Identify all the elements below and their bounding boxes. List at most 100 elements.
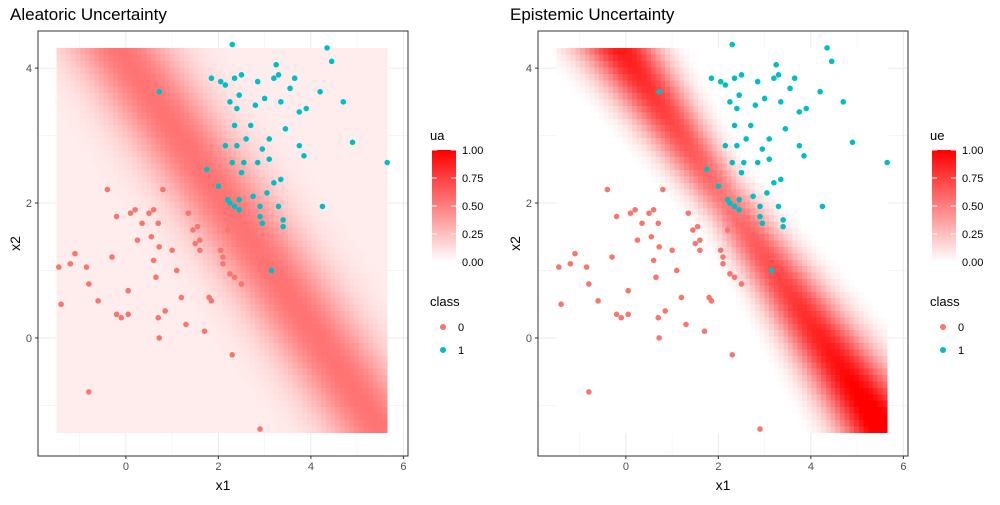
heatmap-tile xyxy=(364,323,369,330)
point-class-0 xyxy=(227,271,233,277)
heatmap-tile xyxy=(146,291,151,298)
heatmap-tile xyxy=(75,163,80,170)
heatmap-tile xyxy=(378,157,383,164)
heatmap-tile xyxy=(61,343,66,350)
heatmap-tile xyxy=(241,349,246,356)
heatmap-tile xyxy=(193,80,198,87)
heatmap-tile xyxy=(354,131,359,138)
heatmap-tile xyxy=(359,266,364,273)
heatmap-tile xyxy=(345,54,350,61)
heatmap-tile xyxy=(175,343,180,350)
point-class-1 xyxy=(253,102,259,108)
heatmap-tile xyxy=(208,144,213,151)
heatmap-tile xyxy=(561,208,566,215)
heatmap-tile xyxy=(364,426,369,433)
heatmap-tile xyxy=(373,176,378,183)
heatmap-tile xyxy=(160,400,165,407)
heatmap-tile xyxy=(208,407,213,414)
heatmap-tile xyxy=(378,138,383,145)
heatmap-tile xyxy=(170,362,175,369)
heatmap-tile xyxy=(170,131,175,138)
heatmap-tile xyxy=(123,247,128,254)
heatmap-tile xyxy=(368,420,373,427)
heatmap-tile xyxy=(175,170,180,177)
heatmap-tile xyxy=(364,413,369,420)
heatmap-tile xyxy=(580,150,585,157)
heatmap-tile xyxy=(585,381,590,388)
heatmap-tile xyxy=(170,221,175,228)
heatmap-tile xyxy=(571,99,576,106)
heatmap-tile xyxy=(217,336,222,343)
heatmap-tile xyxy=(90,426,95,433)
heatmap-tile xyxy=(90,214,95,221)
heatmap-tile xyxy=(156,298,161,305)
heatmap-tile xyxy=(66,355,71,362)
heatmap-tile xyxy=(293,400,298,407)
heatmap-tile xyxy=(123,176,128,183)
heatmap-tile xyxy=(165,407,170,414)
heatmap-tile xyxy=(127,375,132,382)
heatmap-tile xyxy=(170,157,175,164)
heatmap-tile xyxy=(566,99,571,106)
heatmap-tile xyxy=(85,375,90,382)
heatmap-tile xyxy=(378,93,383,100)
heatmap-tile xyxy=(312,202,317,209)
heatmap-tile xyxy=(349,253,354,260)
heatmap-tile xyxy=(575,54,580,61)
heatmap-tile xyxy=(330,381,335,388)
heatmap-tile xyxy=(113,112,118,119)
heatmap-tile xyxy=(302,304,307,311)
heatmap-tile xyxy=(571,291,576,298)
heatmap-tile xyxy=(189,413,194,420)
heatmap-tile xyxy=(349,150,354,157)
heatmap-tile xyxy=(193,150,198,157)
heatmap-tile xyxy=(71,182,76,189)
heatmap-tile xyxy=(260,323,265,330)
heatmap-tile xyxy=(66,195,71,202)
heatmap-tile xyxy=(326,266,331,273)
heatmap-tile xyxy=(113,426,118,433)
heatmap-tile xyxy=(378,362,383,369)
heatmap-tile xyxy=(283,343,288,350)
heatmap-tile xyxy=(156,61,161,68)
heatmap-tile xyxy=(312,426,317,433)
heatmap-tile xyxy=(198,279,203,286)
heatmap-tile xyxy=(175,420,180,427)
heatmap-tile xyxy=(382,240,387,247)
heatmap-tile xyxy=(170,170,175,177)
heatmap-tile xyxy=(255,336,260,343)
heatmap-tile xyxy=(85,144,90,151)
heatmap-tile xyxy=(113,170,118,177)
heatmap-tile xyxy=(156,74,161,81)
heatmap-tile xyxy=(236,247,241,254)
heatmap-tile xyxy=(307,61,312,68)
heatmap-tile xyxy=(330,93,335,100)
heatmap-tile xyxy=(255,131,260,138)
heatmap-tile xyxy=(108,54,113,61)
point-class-1 xyxy=(287,86,293,92)
heatmap-tile xyxy=(293,343,298,350)
heatmap-tile xyxy=(340,112,345,119)
heatmap-tile xyxy=(99,80,104,87)
heatmap-tile xyxy=(575,227,580,234)
heatmap-tile xyxy=(359,272,364,279)
heatmap-tile xyxy=(264,298,269,305)
heatmap-tile xyxy=(307,74,312,81)
heatmap-tile xyxy=(335,80,340,87)
heatmap-tile xyxy=(57,118,62,125)
heatmap-tile xyxy=(66,279,71,286)
heatmap-tile xyxy=(368,214,373,221)
heatmap-tile xyxy=(255,388,260,395)
heatmap-tile xyxy=(184,420,189,427)
heatmap-tile xyxy=(321,112,326,119)
heatmap-tile xyxy=(175,214,180,221)
heatmap-tile xyxy=(288,330,293,337)
heatmap-tile xyxy=(66,93,71,100)
point-class-1 xyxy=(255,79,261,85)
heatmap-tile xyxy=(61,195,66,202)
heatmap-tile xyxy=(279,413,284,420)
heatmap-tile xyxy=(118,272,123,279)
heatmap-tile xyxy=(571,375,576,382)
heatmap-tile xyxy=(217,394,222,401)
heatmap-tile xyxy=(321,368,326,375)
